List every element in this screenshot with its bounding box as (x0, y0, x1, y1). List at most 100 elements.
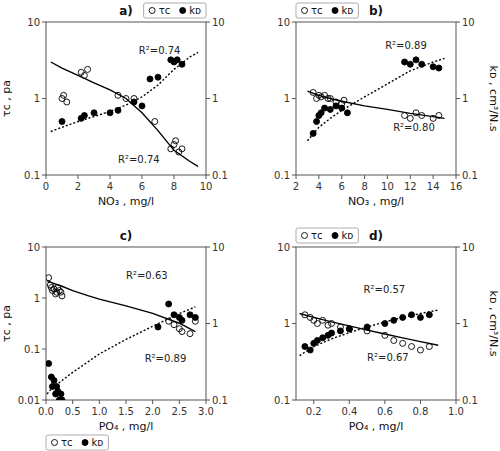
y2-tick-label: 10 (212, 17, 225, 28)
point (51, 377, 57, 383)
legend-label: kᴅ (342, 5, 354, 16)
x-tick-label: 8 (171, 181, 177, 192)
y2-tick-label: 10 (462, 242, 475, 253)
y2-tick (456, 400, 460, 401)
annotation: R²=0.63 (126, 270, 168, 281)
plot-frame (46, 247, 206, 400)
x-tick (387, 175, 388, 179)
y-tick-label: 1 (34, 293, 40, 304)
y-tick-label: 0.1 (274, 170, 290, 181)
data-layer (300, 310, 439, 356)
x-tick-label: 0.0 (38, 406, 54, 417)
annotation: R²=0.89 (145, 353, 187, 364)
y2-tick-label: 10 (462, 17, 475, 28)
y-tick (42, 298, 46, 299)
y-tick-label: 10 (27, 242, 40, 253)
plot-frame (296, 22, 456, 175)
x-tick (142, 175, 143, 179)
x-tick (46, 175, 47, 179)
y2-tick-label: 1 (212, 93, 218, 104)
y-tick (42, 247, 46, 248)
x-tick-label: 2.5 (171, 406, 187, 417)
point (307, 347, 313, 353)
point (337, 328, 343, 334)
y-tick (42, 400, 46, 401)
y-tick (42, 175, 46, 176)
point (115, 107, 121, 113)
x-tick (433, 175, 434, 179)
x-tick-label: 12 (404, 181, 417, 192)
y-tick-label: 1 (34, 93, 40, 104)
point (325, 322, 331, 328)
data-layer (307, 57, 444, 141)
point (402, 59, 408, 65)
legend-label: τᴄ (311, 230, 323, 241)
x-tick-label: 16 (450, 181, 463, 192)
point (322, 105, 328, 111)
annotation: R²=0.74 (118, 154, 160, 165)
y2-tick-label: 1 (462, 93, 468, 104)
y2-tick-label: 0.1 (462, 170, 478, 181)
x-tick-label: 0.6 (377, 406, 393, 417)
x-tick (318, 175, 319, 179)
x-tick-label: 0.5 (65, 406, 81, 417)
x-tick (174, 175, 175, 179)
point (174, 57, 180, 63)
point (58, 289, 64, 295)
point (179, 329, 185, 335)
x-tick-label: 1.0 (91, 406, 107, 417)
annotation: R²=0.57 (364, 284, 406, 295)
x-tick-label: 2 (293, 181, 299, 192)
legend-marker (180, 8, 186, 14)
x-tick (206, 175, 207, 179)
y-tick (292, 98, 296, 99)
point (314, 119, 320, 125)
curve (51, 62, 198, 166)
y-tick (292, 22, 296, 23)
y-tick-label: 10 (277, 17, 290, 28)
y2-tick (206, 22, 210, 23)
x-axis-label: NO₃ , mg/l (348, 195, 404, 208)
y2-tick (456, 22, 460, 23)
annotation: R²=0.74 (139, 45, 181, 56)
legend-frame (296, 3, 358, 18)
annotation: R²=0.89 (385, 40, 427, 51)
x-tick (456, 400, 457, 404)
point (417, 347, 423, 353)
title: d) (369, 229, 383, 243)
annotation: R²=0.67 (367, 352, 409, 363)
x-tick (313, 400, 314, 404)
x-tick (110, 175, 111, 179)
plot-frame (46, 22, 206, 175)
y2-tick (206, 175, 210, 176)
y2-tick-label: 10 (212, 242, 225, 253)
x-tick-label: 6 (339, 181, 345, 192)
x-tick-label: 0.2 (306, 406, 322, 417)
point (46, 275, 52, 281)
x-tick (179, 400, 180, 404)
point (344, 110, 350, 116)
x-axis-label: NO₃ , mg/l (98, 195, 154, 208)
x-tick (78, 175, 79, 179)
x-tick-label: 1.0 (448, 406, 464, 417)
legend-label: τᴄ (311, 5, 323, 16)
x-tick-label: 0.8 (412, 406, 428, 417)
point (413, 57, 419, 63)
point (85, 66, 91, 72)
x-tick (384, 400, 385, 404)
x-tick (46, 400, 47, 404)
point (426, 312, 432, 318)
curve (300, 314, 439, 346)
y-axis-label: τᴄ , pa (0, 80, 13, 117)
point (192, 314, 198, 320)
x-tick-label: 4 (107, 181, 113, 192)
point (391, 337, 397, 343)
curve (47, 281, 195, 332)
legend-marker (302, 233, 308, 239)
y2-tick-label: 1 (462, 318, 468, 329)
figure: 02468100.11100.1110R²=0.74R²=0.74a)NO₃ ,… (0, 0, 500, 451)
point (339, 105, 345, 111)
legend-marker (302, 8, 308, 14)
x-tick (99, 400, 100, 404)
legend-label: kᴅ (189, 5, 201, 16)
